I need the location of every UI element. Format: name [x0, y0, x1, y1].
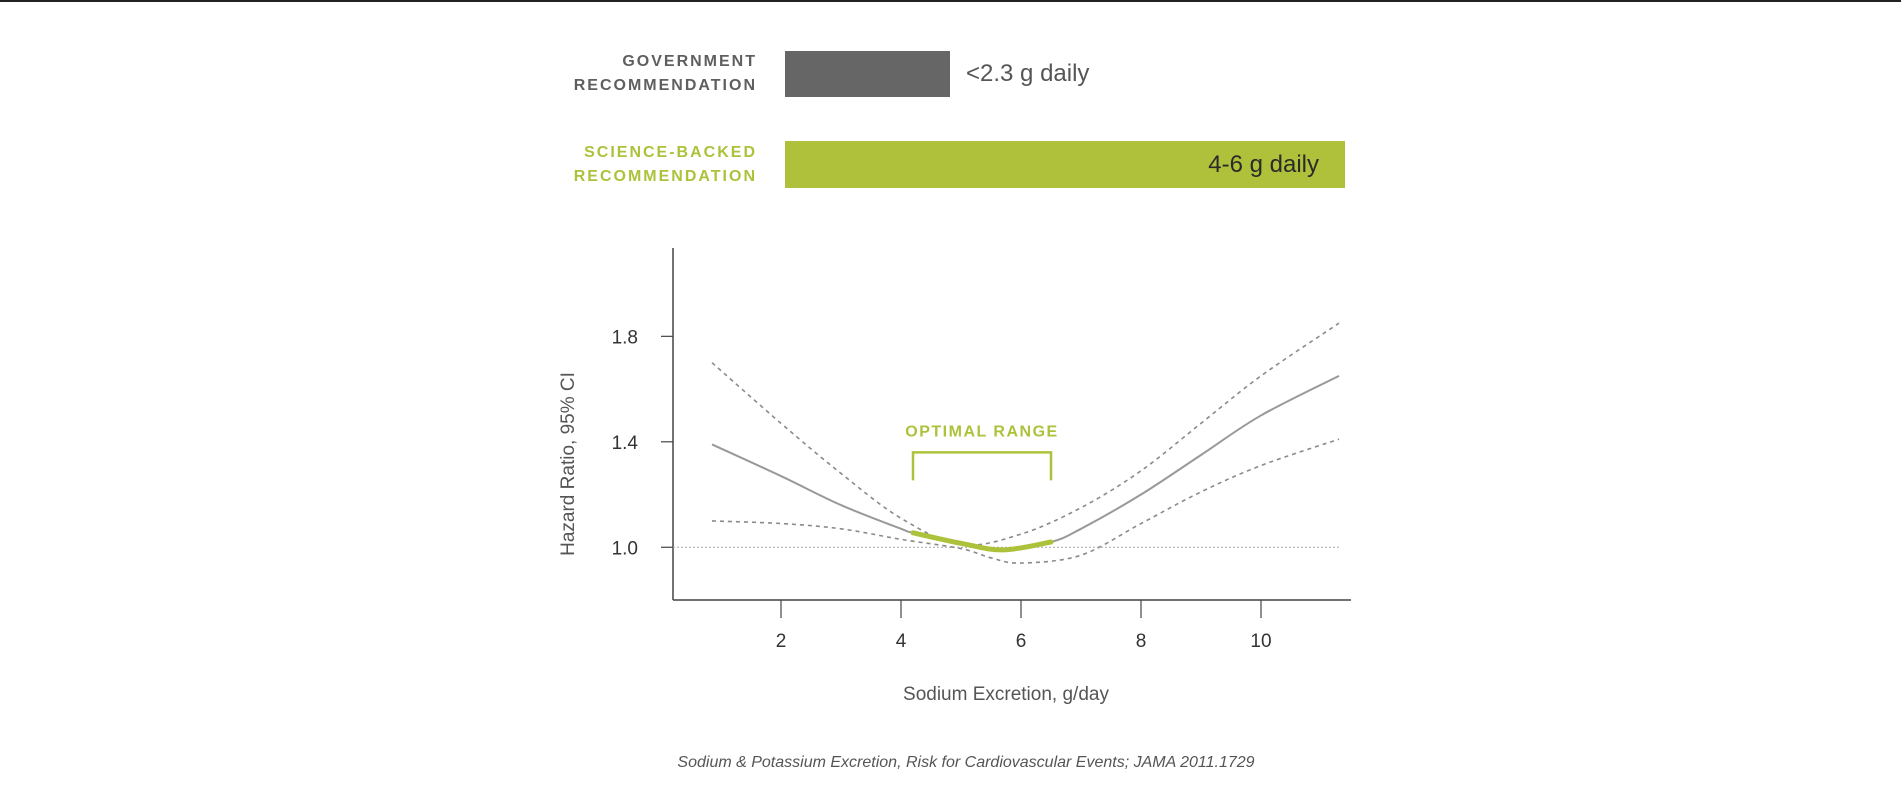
hazard-ratio-line [711, 374, 1340, 551]
government-label: GOVERNMENT RECOMMENDATION [574, 50, 757, 98]
science-label: SCIENCE-BACKED RECOMMENDATION [574, 141, 757, 189]
government-bar [785, 51, 950, 97]
x-tick-label: 2 [776, 631, 787, 652]
top-border [0, 0, 1901, 2]
y-tick-label: 1.8 [612, 327, 638, 348]
x-tick-label: 6 [1016, 631, 1027, 652]
government-label-line1: GOVERNMENT [622, 53, 757, 70]
optimal-range-highlight [910, 530, 1054, 553]
x-axis-label: Sodium Excretion, g/day [903, 684, 1109, 705]
science-label-line2: RECOMMENDATION [573, 168, 757, 185]
government-value: <2.3 g daily [966, 60, 1090, 87]
optimal-range-bracket [911, 451, 1053, 481]
y-tick-label: 1.0 [612, 538, 638, 559]
x-tick-label: 10 [1250, 631, 1271, 652]
x-tick-label: 4 [896, 631, 907, 652]
y-axis-label: Hazard Ratio, 95% CI [558, 372, 579, 556]
x-tick-label: 8 [1136, 631, 1147, 652]
government-label-line2: RECOMMENDATION [573, 77, 757, 94]
science-label-line1: SCIENCE-BACKED [584, 144, 757, 161]
science-bar: 4-6 g daily [785, 141, 1345, 188]
y-tick-label: 1.4 [612, 433, 639, 454]
source-caption: Sodium & Potassium Excretion, Risk for C… [677, 754, 1255, 771]
lower-95-ci-line [711, 438, 1340, 564]
science-value: 4-6 g daily [1208, 151, 1319, 178]
optimal-range-label: OPTIMAL RANGE [905, 423, 1058, 440]
